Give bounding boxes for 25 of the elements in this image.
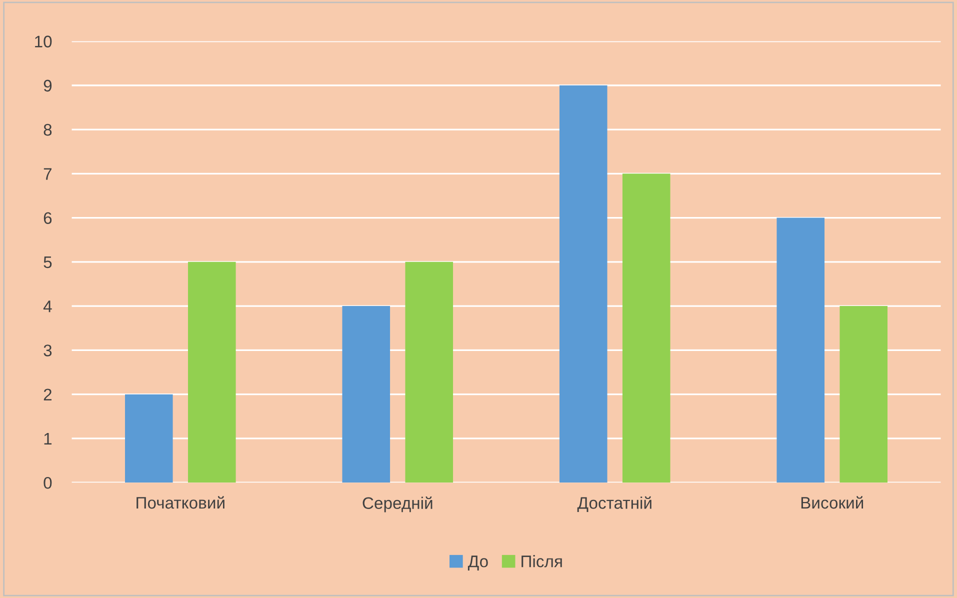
bar [125, 394, 173, 483]
x-tick-label: Середній [362, 496, 432, 512]
bar [342, 306, 390, 483]
y-tick-label: 9 [44, 80, 52, 92]
y-tick-label: 1 [44, 433, 52, 444]
y-tick-label: 8 [44, 124, 52, 136]
y-tick-label: 3 [44, 344, 52, 356]
legend-label: Після [522, 555, 562, 568]
bar [776, 218, 825, 483]
y-tick-label: 4 [43, 300, 52, 312]
bar [622, 174, 670, 483]
y-tick-label: 7 [44, 168, 52, 180]
x-tick-label: Високий [801, 496, 864, 509]
x-tick-label: Початковий [136, 496, 224, 509]
y-tick-label: 6 [44, 212, 52, 224]
y-tick-label: 5 [44, 256, 52, 268]
y-tick-label: 0 [44, 476, 52, 489]
bar [559, 85, 608, 483]
bar [188, 262, 236, 483]
legend-label: До [468, 556, 488, 570]
y-tick-label: 10 [35, 36, 52, 48]
y-tick-label: 2 [44, 388, 52, 400]
x-tick-label: Достатній [577, 496, 652, 512]
bar [840, 306, 888, 483]
bar [405, 262, 454, 483]
